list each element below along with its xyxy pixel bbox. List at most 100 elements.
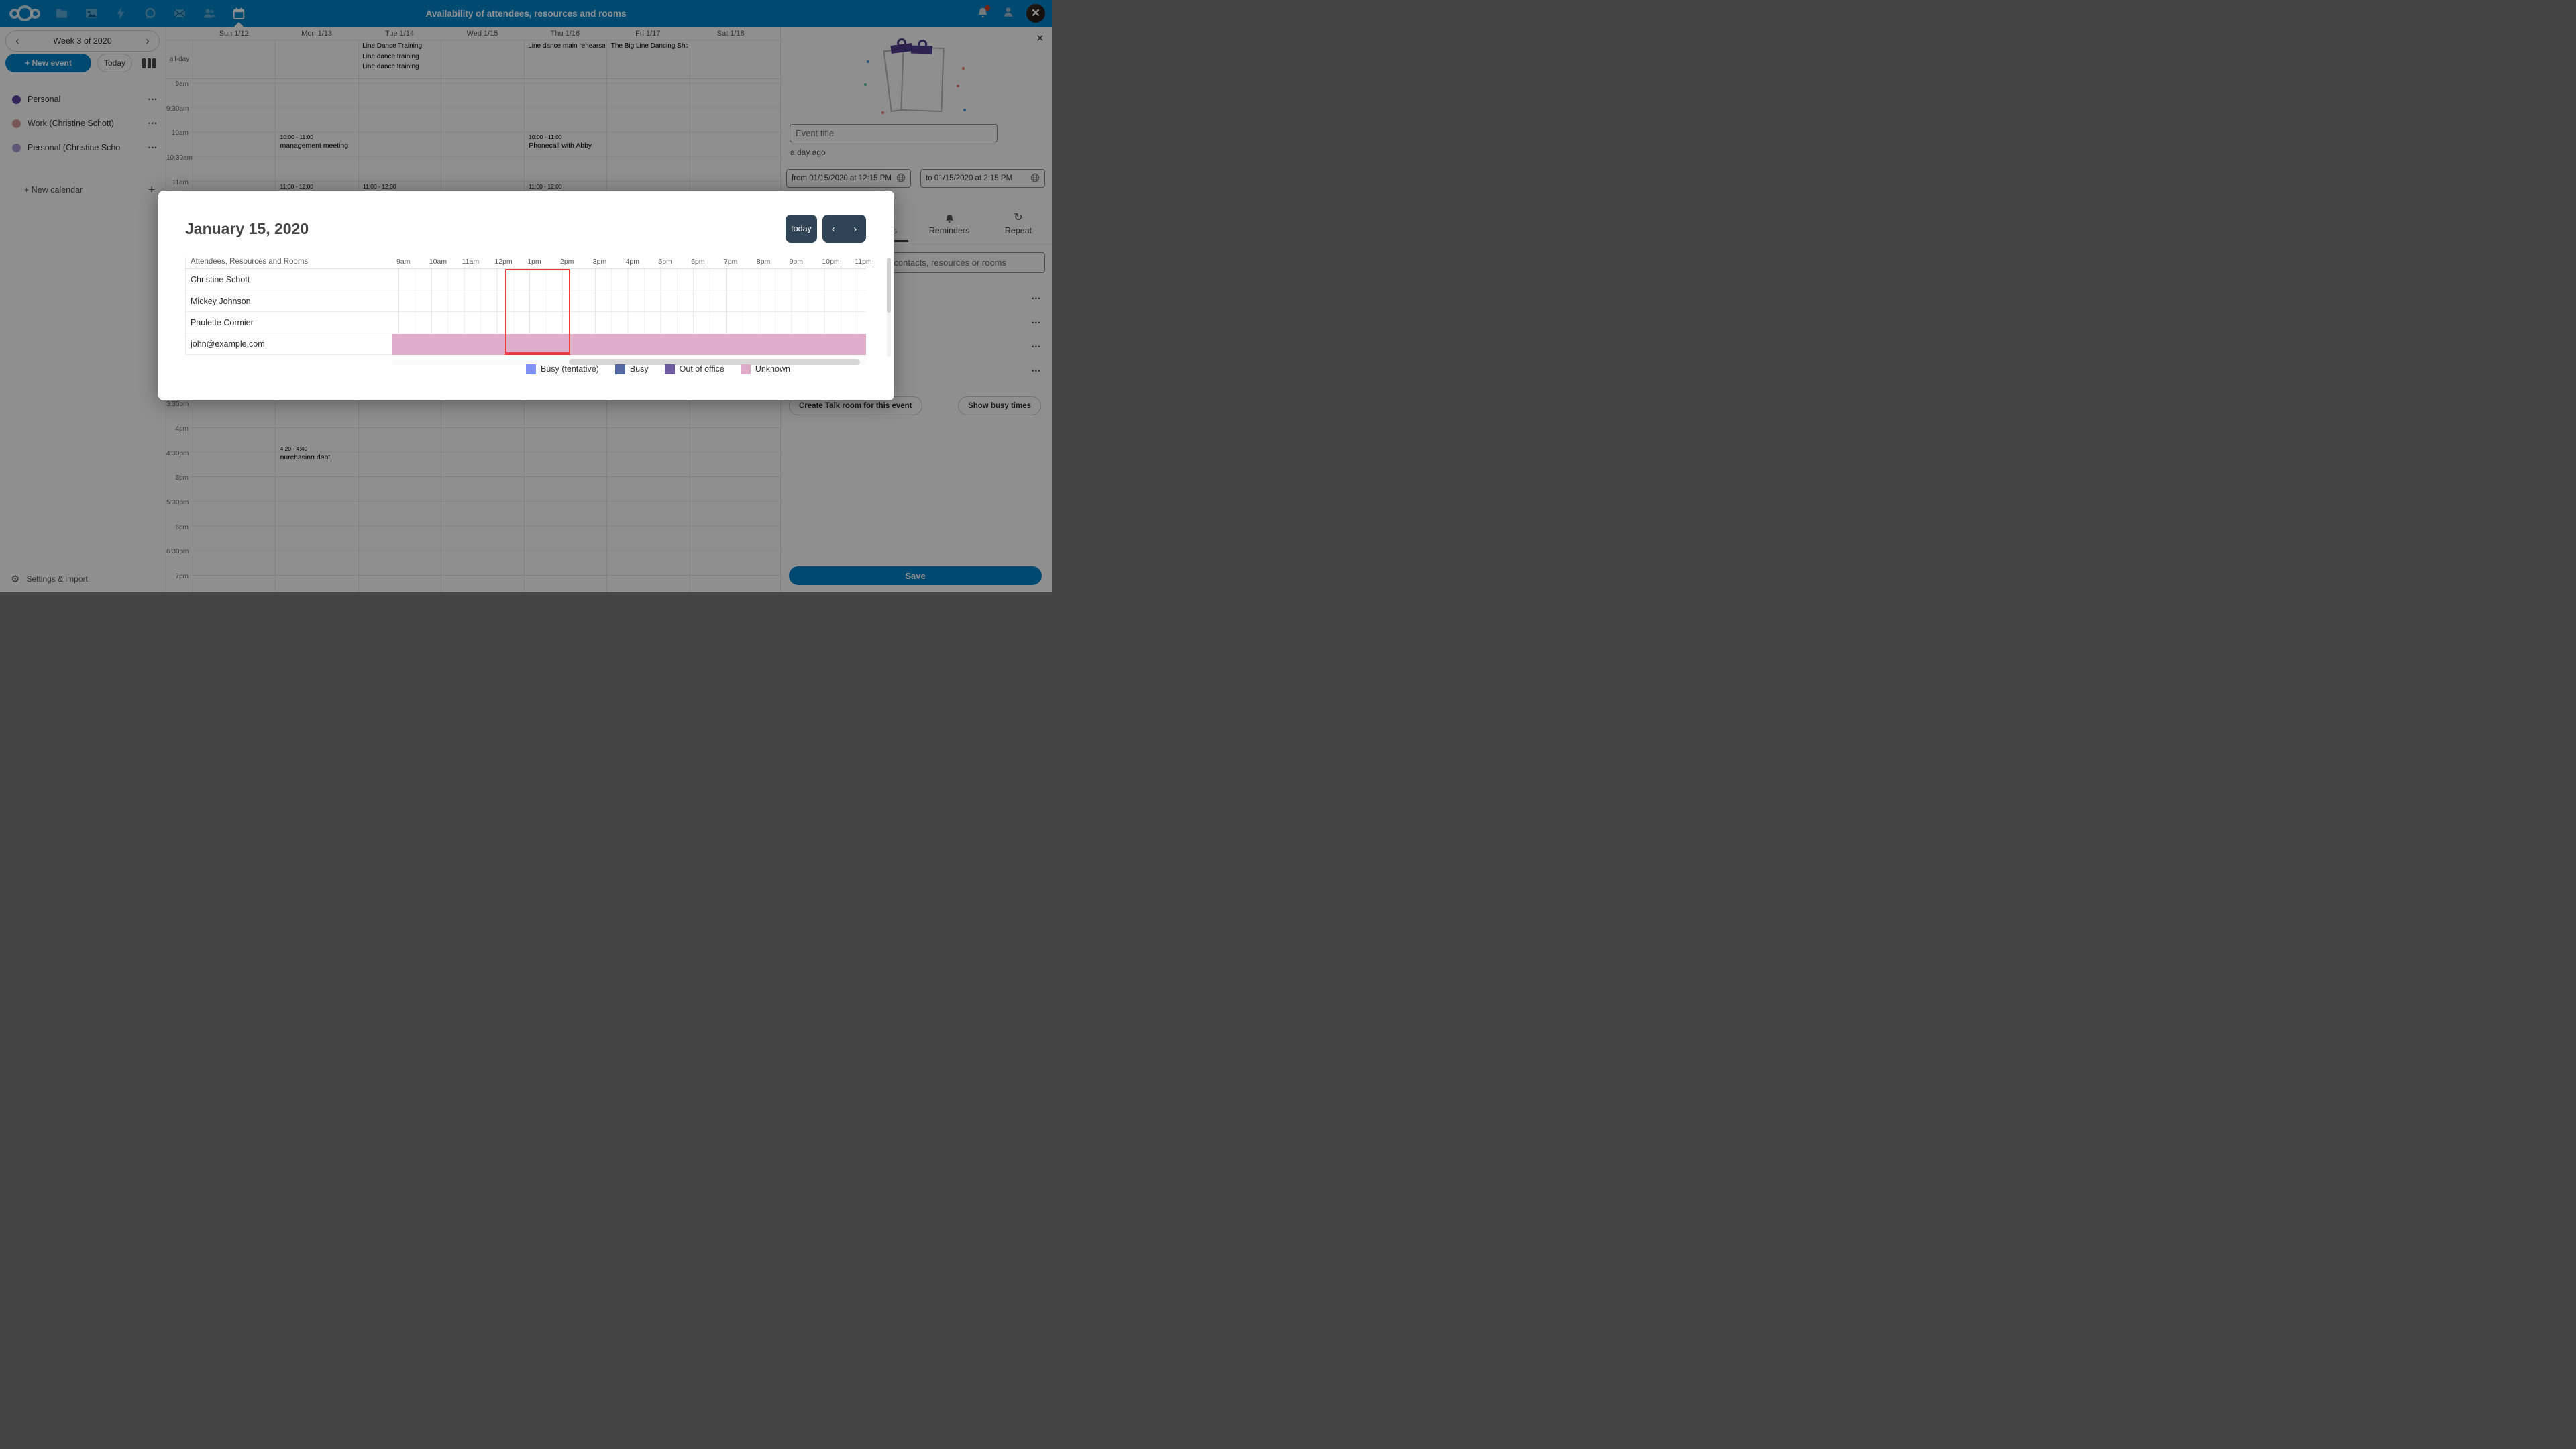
day-header[interactable]: Tue 1/14 — [385, 29, 415, 38]
legend-item: Busy (tentative) — [526, 364, 599, 374]
more-options-button[interactable]: ••• — [1032, 368, 1041, 374]
reminder-bell-icon — [347, 183, 354, 195]
all-day-event[interactable]: Line dance training — [362, 63, 419, 70]
legend-color-chip — [526, 364, 536, 374]
files-app-icon[interactable] — [55, 7, 68, 20]
timezone-globe-icon[interactable] — [896, 173, 906, 184]
user-avatar[interactable]: ✕ — [1026, 4, 1045, 23]
event-start-input[interactable]: from 01/15/2020 at 12:15 PM — [786, 169, 911, 188]
hour-tick-label: 4pm — [625, 258, 640, 266]
close-icon[interactable]: × — [1036, 32, 1044, 46]
previous-week-button[interactable]: ‹ — [15, 34, 19, 47]
calendar-actions-icon[interactable]: ••• — [148, 120, 158, 127]
day-header[interactable]: Wed 1/15 — [466, 29, 498, 38]
event-title-input[interactable]: Event title — [790, 124, 998, 142]
tab-reminders[interactable]: Reminders — [914, 209, 984, 235]
modal-day-nav: ‹ › — [822, 215, 866, 243]
modal-today-button[interactable]: today — [786, 215, 817, 243]
more-options-button[interactable]: ••• — [1032, 343, 1041, 350]
calendar-event[interactable]: 11:00 - 12:00 — [360, 181, 439, 229]
horizontal-scrollbar[interactable] — [392, 359, 866, 365]
all-day-cell[interactable] — [441, 40, 523, 78]
day-header[interactable]: Sun 1/12 — [219, 29, 249, 38]
day-header[interactable]: Mon 1/13 — [301, 29, 333, 38]
time-gutter-label: 4pm — [166, 424, 190, 433]
legend-color-chip — [740, 364, 751, 374]
hour-tick-label: 10pm — [822, 258, 840, 266]
all-day-cell[interactable] — [193, 40, 275, 78]
week-label[interactable]: Week 3 of 2020 — [53, 36, 112, 46]
week-view-icon[interactable] — [142, 58, 156, 68]
time-gutter-label: 5:30pm — [166, 498, 190, 507]
nextcloud-logo-icon[interactable] — [9, 0, 40, 27]
calendar-actions-icon[interactable]: ••• — [148, 144, 158, 151]
avatar-x-overlay: ✕ — [1030, 7, 1041, 19]
all-day-event[interactable]: The Big Line Dancing Show — [610, 42, 688, 50]
save-button[interactable]: Save — [789, 566, 1042, 585]
app-navigation — [55, 0, 246, 27]
day-header[interactable]: Thu 1/16 — [550, 29, 580, 38]
settings-import-row[interactable]: ⚙ Settings & import — [0, 570, 88, 588]
all-day-cell[interactable] — [523, 40, 606, 78]
event-time-selection[interactable] — [504, 269, 571, 355]
attendee-name: john@example.com — [186, 333, 392, 355]
time-gutter-label: 3:30pm — [166, 400, 190, 409]
activity-app-icon[interactable] — [114, 7, 127, 20]
calendar-app-icon[interactable] — [232, 7, 246, 27]
all-day-label: all-day — [169, 56, 190, 63]
show-busy-times-button[interactable]: Show busy times — [958, 396, 1041, 415]
all-day-event[interactable]: Line Dance Training — [362, 42, 423, 50]
tab-repeat[interactable]: ↻ Repeat — [983, 209, 1052, 235]
hour-tick-label: 8pm — [756, 258, 771, 266]
more-options-button[interactable]: ••• — [1032, 295, 1041, 302]
event-time: 10:00 - 11:00 — [529, 133, 562, 141]
repeat-icon: ↻ — [1014, 212, 1023, 223]
notification-dot — [985, 5, 990, 11]
today-button[interactable]: Today — [97, 54, 132, 72]
calendar-event[interactable]: 10:00 - 11:00 Phonecall with Abby — [525, 131, 605, 179]
calendar-event[interactable]: 11:00 - 12:00 — [277, 181, 357, 229]
calendar-event[interactable]: 11:00 - 12:00 — [525, 181, 605, 229]
contacts-menu-icon[interactable] — [1002, 6, 1014, 21]
vertical-scrollbar[interactable] — [887, 258, 891, 357]
calendar-color-dot — [12, 119, 21, 128]
all-day-cell[interactable] — [606, 40, 689, 78]
more-options-button[interactable]: ••• — [1032, 319, 1041, 326]
calendar-name: Work (Christine Schott) — [28, 119, 114, 128]
hour-tick-label: 3pm — [592, 258, 607, 266]
day-header[interactable]: Sat 1/18 — [716, 29, 745, 38]
calendar-list-item[interactable]: Work (Christine Schott) ••• — [0, 111, 166, 136]
all-day-cell[interactable] — [275, 40, 358, 78]
clipboard-illustration — [861, 42, 975, 115]
event-end-input[interactable]: to 01/15/2020 at 2:15 PM — [920, 169, 1045, 188]
previous-day-button[interactable]: ‹ — [831, 223, 835, 235]
calendar-event[interactable]: 4:20 - 4:40 purchasing dept — [277, 443, 357, 459]
notifications-bell-icon[interactable] — [977, 5, 990, 20]
calendar-list-item[interactable]: Personal ••• — [0, 87, 166, 111]
calendar-color-dot — [12, 143, 21, 152]
new-event-button[interactable]: + New event — [5, 54, 91, 72]
legend-color-chip — [664, 364, 675, 374]
next-week-button[interactable]: › — [146, 34, 150, 47]
all-day-event[interactable]: Line dance training — [362, 52, 419, 60]
all-day-cell[interactable] — [689, 40, 772, 78]
calendar-event[interactable]: 10:00 - 11:00 management meeting — [277, 131, 357, 179]
next-day-button[interactable]: › — [853, 223, 857, 235]
all-day-event[interactable]: Line dance main rehearsal — [528, 42, 606, 50]
attendee-name-column: Christine Schott Mickey Johnson Paulette C… — [185, 269, 392, 355]
all-day-cell[interactable] — [358, 40, 441, 78]
time-gutter-label: 5pm — [166, 474, 190, 483]
calendar-actions-icon[interactable]: ••• — [148, 96, 158, 103]
bell-icon — [914, 209, 984, 224]
hour-tick-label: 10am — [429, 258, 447, 266]
timezone-globe-icon[interactable] — [1030, 173, 1040, 184]
time-gutter-label: 4:30pm — [166, 449, 190, 458]
photos-app-icon[interactable] — [85, 7, 98, 20]
mail-app-icon[interactable] — [173, 7, 186, 20]
calendar-list-item[interactable]: Personal (Christine Scho… ••• — [0, 136, 166, 160]
talk-app-icon[interactable] — [144, 7, 157, 20]
hour-tick-label: 6pm — [691, 258, 705, 266]
day-header[interactable]: Fri 1/17 — [635, 29, 661, 38]
new-calendar-row[interactable]: + New calendar + — [0, 180, 166, 200]
contacts-app-icon[interactable] — [203, 7, 216, 20]
